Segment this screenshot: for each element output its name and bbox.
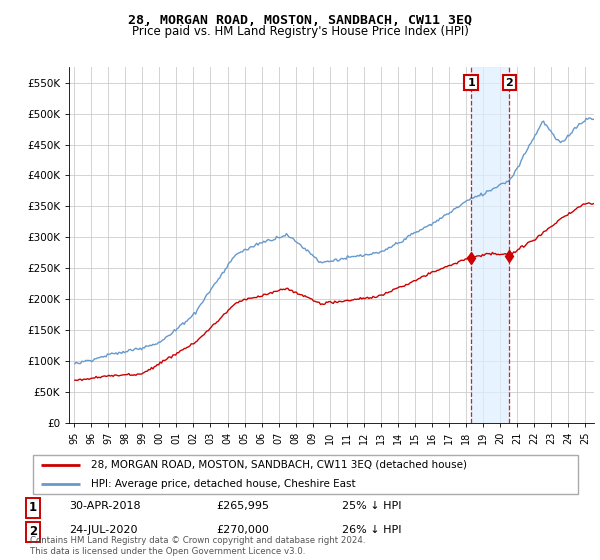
Text: 2: 2 [506, 78, 514, 88]
Text: 28, MORGAN ROAD, MOSTON, SANDBACH, CW11 3EQ (detached house): 28, MORGAN ROAD, MOSTON, SANDBACH, CW11 … [91, 460, 467, 470]
Text: £265,995: £265,995 [216, 501, 269, 511]
Text: HPI: Average price, detached house, Cheshire East: HPI: Average price, detached house, Ches… [91, 479, 355, 489]
Text: 25% ↓ HPI: 25% ↓ HPI [342, 501, 401, 511]
Text: £270,000: £270,000 [216, 525, 269, 535]
Text: 1: 1 [29, 501, 37, 514]
Text: 28, MORGAN ROAD, MOSTON, SANDBACH, CW11 3EQ: 28, MORGAN ROAD, MOSTON, SANDBACH, CW11 … [128, 14, 472, 27]
Bar [471, 67, 509, 423]
Text: 30-APR-2018: 30-APR-2018 [69, 501, 140, 511]
FancyBboxPatch shape [33, 455, 578, 494]
Text: 1: 1 [467, 78, 475, 88]
Text: 24-JUL-2020: 24-JUL-2020 [69, 525, 137, 535]
Text: 2: 2 [29, 525, 37, 538]
Text: Contains HM Land Registry data © Crown copyright and database right 2024.
This d: Contains HM Land Registry data © Crown c… [30, 536, 365, 556]
Text: 26% ↓ HPI: 26% ↓ HPI [342, 525, 401, 535]
Text: Price paid vs. HM Land Registry's House Price Index (HPI): Price paid vs. HM Land Registry's House … [131, 25, 469, 38]
